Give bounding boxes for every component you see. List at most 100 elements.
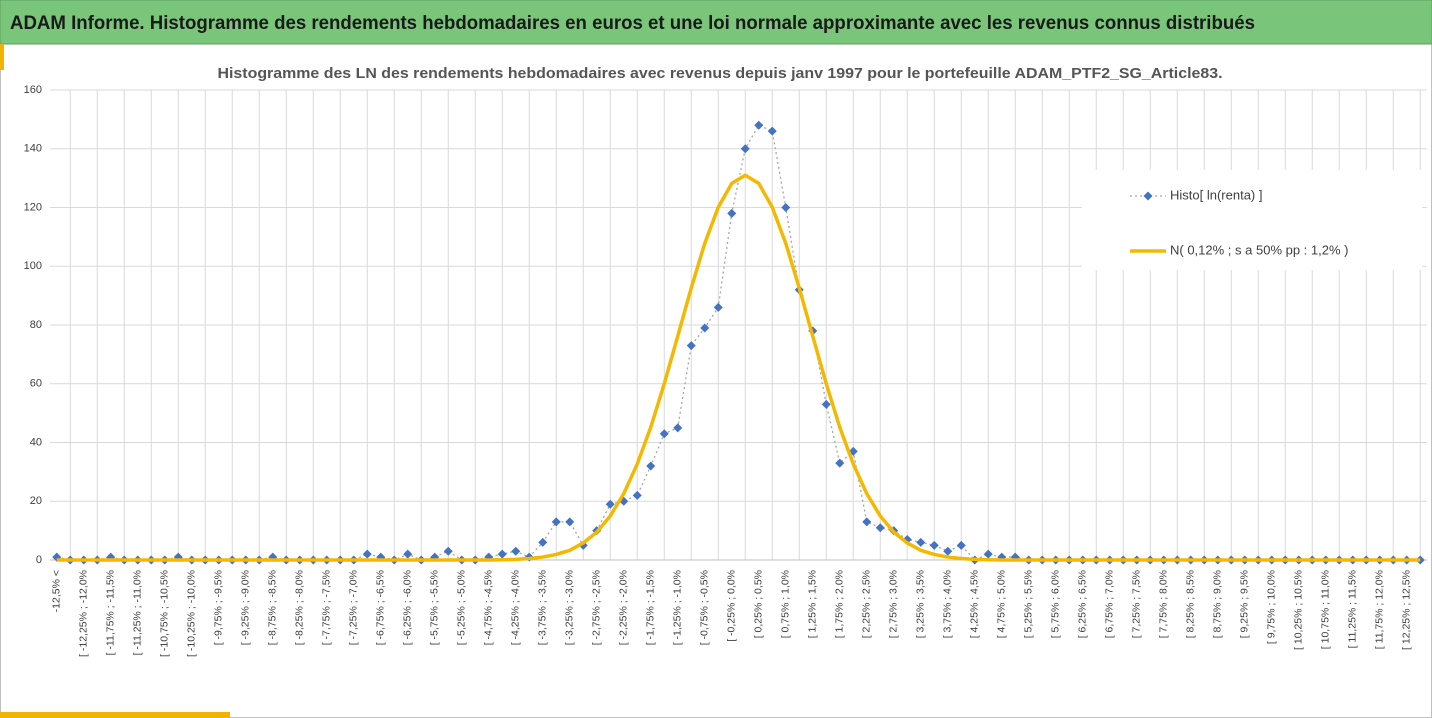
data-point [646,461,656,471]
data-point [983,549,993,559]
x-tick-label: [ 0,75% ; 1,0% [780,570,792,638]
data-point [511,546,521,556]
legend-label: Histo[ ln(renta) ] [1170,187,1262,202]
x-tick-label: [ 10,75% ; 11,0% [1320,570,1332,649]
x-tick-label: [ 7,75% ; 8,0% [1158,570,1170,638]
x-tick-label: [ -0,25% ; 0,0% [726,570,738,642]
data-point [781,203,791,212]
accent [0,712,230,718]
x-tick-label: [ -9,75% ; -9,5% [213,570,225,645]
y-tick-label: 160 [24,84,42,96]
x-tick-label: [ -4,75% ; -4,5% [483,570,495,645]
data-point [767,126,777,136]
data-point [943,546,953,556]
x-tick-label: [ 1,75% ; 2,0% [834,570,846,638]
data-point [551,517,561,527]
x-tick-label: [ -2,25% ; -2,0% [618,570,630,645]
y-tick-label: 140 [24,143,42,155]
legend-box [1082,170,1422,270]
x-tick-label: [ -10,75% ; -10,5% [159,570,171,657]
x-tick-label: [ 7,25% ; 7,5% [1131,570,1143,638]
data-point [956,540,966,550]
data-point [740,144,750,154]
x-tick-label: [ 1,25% ; 1,5% [807,570,819,638]
x-tick-label: [ 8,75% ; 9,0% [1212,570,1224,638]
x-tick-label: [ -6,75% ; -6,5% [375,570,387,645]
x-tick-label: [ -11,75% ; -11,5% [105,570,117,655]
data-point [754,120,764,130]
x-tick-label: [ -3,25% ; -3,0% [564,570,576,645]
x-tick-label: [ -3,75% ; -3,5% [537,570,549,645]
x-tick-label: [ 0,25% ; 0,5% [753,570,765,638]
x-tick-label: [ -1,75% ; -1,5% [645,570,657,645]
x-tick-label: [ 8,25% ; 8,5% [1185,570,1197,638]
legend-marker [1143,191,1153,201]
x-tick-label: [ -10,25% ; -10,0% [186,570,198,657]
grid: 0 20 40 60 80 100 120 140 160 -12,5% < [ -12,25% ;… [24,84,1427,657]
data-point [362,549,372,559]
data-point [605,499,615,509]
data-point [727,208,737,218]
x-tick-label: [ 9,25% ; 9,5% [1239,570,1251,638]
data-point [632,490,642,500]
x-tick-label: [ 11,25% ; 11,5% [1347,570,1359,648]
data-point [673,423,683,433]
x-tick-label: [ 9,75% ; 10,0% [1266,570,1278,644]
x-tick-label: [ 5,75% ; 6,0% [1050,570,1062,638]
data-point [686,341,696,351]
data-point [875,523,885,533]
x-tick-label: [ -5,75% ; -5,5% [429,570,441,645]
chart-title: Histogramme des LN des rendements hebdom… [218,65,1223,82]
x-tick-label: [ 4,25% ; 4,5% [969,570,981,638]
data-point [403,549,413,559]
x-tick-label: [ -6,25% ; -6,0% [402,570,414,645]
x-tick-label: [ 2,75% ; 3,0% [888,570,900,638]
data-point [835,458,845,468]
x-tick-label: [ 3,25% ; 3,5% [915,570,927,638]
plot [52,120,1425,565]
legend-label: N( 0,12% ; s a 50% pp : 1,2% ) [1170,242,1348,257]
y-tick-label: 120 [24,201,42,213]
x-tick-label: [ 6,75% ; 7,0% [1104,570,1116,638]
header-band [0,0,1432,45]
x-tick-label: [ -9,25% ; -9,0% [240,570,252,645]
data-point [565,517,575,527]
x-tick-label: [ 12,25% ; 12,5% [1401,570,1413,650]
x-tick-label: [ -5,25% ; -5,0% [456,570,468,645]
x-tick-label: [ -8,25% ; -8,0% [294,570,306,645]
x-tick-label: [ -4,25% ; -4,0% [510,570,522,645]
x-tick-label: [ 5,25% ; 5,5% [1023,570,1035,638]
x-tick-label: [ 2,25% ; 2,5% [861,570,873,638]
x-tick-label: [ -7,75% ; -7,5% [321,570,333,645]
data-point [497,549,507,559]
x-tick-label: [ 6,25% ; 6,5% [1077,570,1089,638]
accent [0,44,4,70]
x-tick-label: [ -0,75% ; -0,5% [699,570,711,645]
legend: Histo[ ln(renta) ] N( 0,12% ; s a 50% pp … [1082,170,1422,270]
x-tick-label: [ 11,75% ; 12,0% [1374,570,1386,649]
x-tick-label: [ 4,75% ; 5,0% [996,570,1008,638]
y-tick-label: 100 [24,260,42,272]
y-tick-label: 60 [30,378,42,390]
data-point [700,323,710,333]
x-tick-label: [ 3,75% ; 4,0% [942,570,954,638]
data-point [659,429,669,439]
x-tick-label: [ -2,75% ; -2,5% [591,570,603,645]
data-point [443,546,453,556]
data-point [538,537,548,547]
header-title: ADAM Informe. Histogramme des rendements… [10,13,1255,34]
data-point [713,302,723,312]
series-line [56,173,1421,562]
x-tick-label: [ -1,25% ; -1,0% [672,570,684,645]
x-tick-label: [ -8,75% ; -8,5% [267,570,279,645]
x-tick-label: [ -11,25% ; -11,0% [132,570,144,655]
x-tick-label: [ -7,25% ; -7,0% [348,570,360,645]
y-tick-label: 20 [30,495,42,507]
data-point [929,540,939,550]
data-point [862,517,872,527]
y-tick-label: 40 [30,436,42,448]
x-tick-label: [ -12,25% ; -12,0% [78,570,90,657]
